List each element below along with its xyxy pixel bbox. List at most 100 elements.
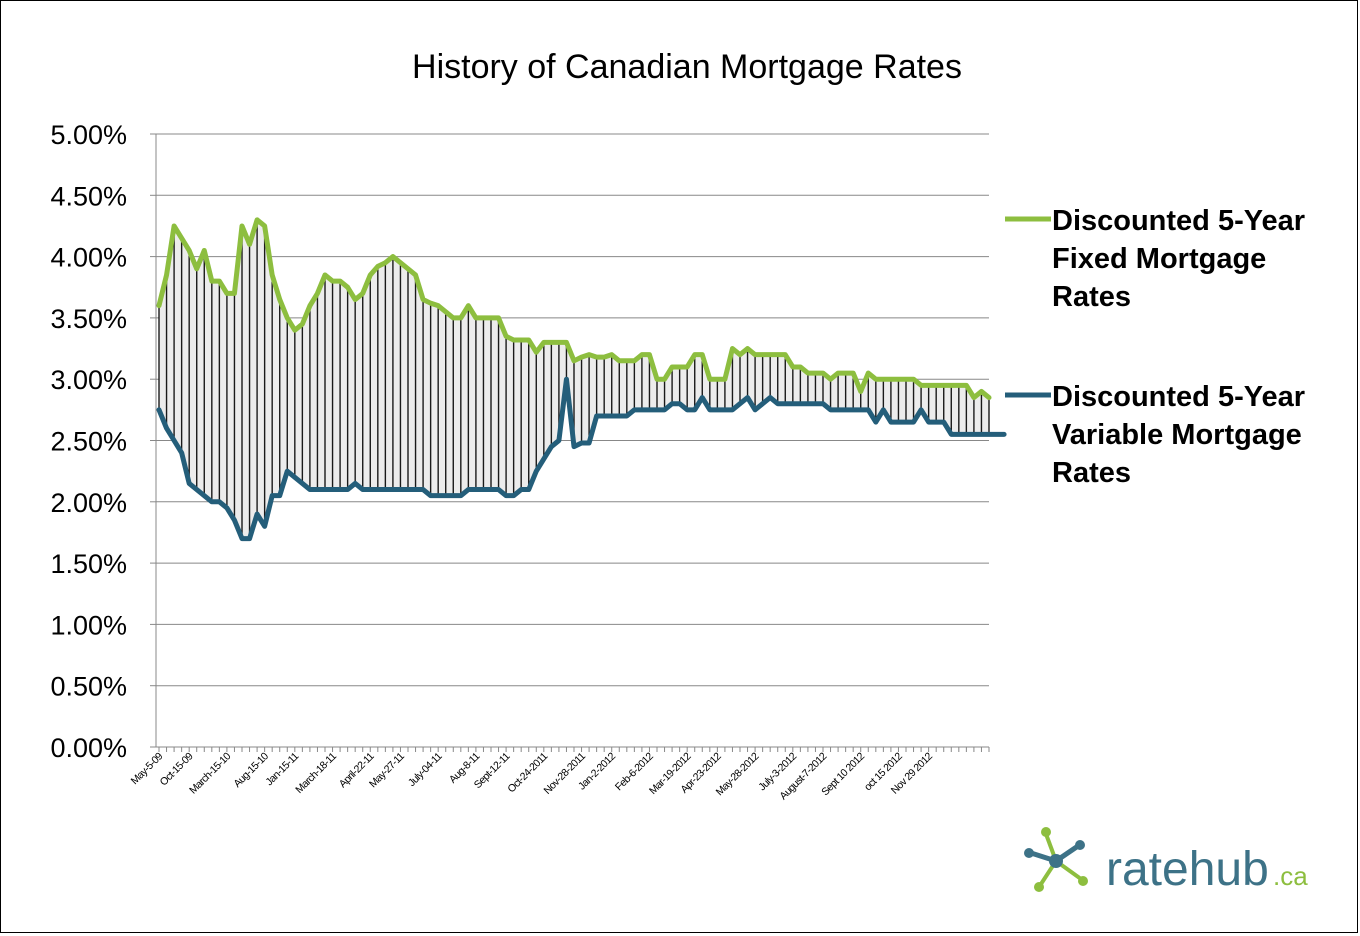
data-point-fixed — [293, 328, 297, 332]
data-point-fixed — [957, 383, 961, 387]
data-point-variable — [315, 487, 320, 492]
data-point-variable — [972, 432, 976, 436]
data-point-variable — [647, 408, 652, 412]
data-point-variable — [670, 402, 674, 406]
data-point-variable — [202, 494, 206, 498]
data-point-variable — [572, 445, 576, 449]
data-point-fixed — [406, 267, 410, 271]
data-point-variable — [730, 408, 735, 412]
data-point-fixed — [300, 322, 304, 326]
data-point-variable — [964, 432, 968, 436]
data-point-variable — [187, 481, 191, 486]
data-point-fixed — [346, 285, 350, 289]
data-point-fixed — [927, 383, 931, 387]
data-point-variable — [481, 487, 486, 492]
data-point-fixed — [987, 395, 991, 400]
data-point-variable — [708, 408, 712, 412]
data-point-variable — [844, 408, 848, 412]
data-point-fixed — [398, 261, 403, 265]
data-point-fixed — [972, 395, 976, 400]
data-point-variable — [451, 494, 455, 498]
data-point-fixed — [828, 377, 833, 381]
series-lines — [156, 217, 1007, 542]
data-point-variable — [361, 487, 365, 492]
data-point-fixed — [361, 291, 365, 295]
data-point-variable — [738, 402, 742, 406]
data-point-variable — [889, 420, 893, 424]
data-point-fixed — [217, 279, 221, 283]
data-point-fixed — [662, 377, 667, 381]
data-point-fixed — [270, 273, 274, 277]
data-point-variable — [398, 487, 403, 492]
data-point-variable — [406, 487, 410, 492]
data-point-fixed — [247, 242, 252, 246]
data-point-fixed — [761, 353, 765, 357]
data-point-variable — [489, 487, 493, 492]
data-point-fixed — [685, 365, 689, 369]
data-point-fixed — [527, 338, 531, 342]
data-point-variable — [383, 487, 387, 492]
data-point-fixed — [949, 383, 953, 387]
data-point-variable — [896, 420, 901, 424]
data-point-fixed — [602, 355, 606, 359]
x-tick-label: Oct-15-09 — [158, 750, 196, 788]
data-point-fixed — [323, 273, 327, 277]
data-point-variable — [195, 487, 199, 492]
data-point-fixed — [745, 346, 750, 351]
data-point-variable — [293, 475, 297, 479]
data-point-fixed — [451, 316, 455, 320]
data-point-variable — [164, 426, 169, 430]
data-point-variable — [595, 414, 599, 418]
data-point-fixed — [919, 383, 923, 387]
data-point-fixed — [874, 377, 878, 381]
data-point-fixed — [640, 353, 644, 357]
data-point-fixed — [338, 279, 342, 283]
data-point-fixed — [851, 371, 855, 375]
y-tick-label: 4.00% — [50, 243, 127, 273]
between-series-fill — [158, 219, 990, 539]
data-point-fixed — [466, 304, 470, 308]
y-tick-label: 0.00% — [50, 733, 127, 763]
data-point-fixed — [647, 353, 652, 357]
logo-molecule-icon — [1024, 827, 1088, 892]
data-point-fixed — [783, 353, 787, 357]
data-point-fixed — [202, 248, 206, 253]
data-point-variable — [270, 494, 274, 498]
data-point-variable — [828, 408, 833, 412]
data-point-fixed — [315, 291, 320, 295]
data-point-fixed — [210, 279, 214, 283]
data-point-variable — [338, 487, 342, 492]
data-point-fixed — [444, 310, 448, 314]
data-point-fixed — [474, 316, 478, 320]
data-point-variable — [821, 402, 825, 406]
legend-variable-line-3: Rates — [1052, 457, 1131, 489]
data-point-fixed — [798, 365, 802, 369]
ratehub-logo: ratehub .ca — [1024, 827, 1308, 896]
data-point-fixed — [496, 316, 501, 320]
data-point-variable — [745, 395, 750, 400]
data-point-variable — [376, 487, 380, 492]
data-point-variable — [806, 402, 810, 406]
data-point-fixed — [504, 334, 508, 338]
data-point-variable — [919, 408, 923, 412]
data-point-fixed — [836, 371, 840, 375]
data-point-fixed — [542, 340, 546, 345]
data-point-variable — [429, 494, 433, 498]
data-point-fixed — [429, 301, 433, 305]
legend-fixed-line-3: Rates — [1052, 281, 1131, 313]
data-point-fixed — [285, 316, 289, 320]
data-point-fixed — [715, 377, 719, 381]
data-point-fixed — [979, 389, 984, 394]
data-point-variable — [791, 402, 795, 406]
data-point-fixed — [391, 255, 395, 259]
data-point-variable — [927, 420, 931, 424]
data-point-variable — [768, 395, 772, 400]
x-tick-label: March-15-10 — [187, 750, 233, 796]
data-point-variable — [557, 438, 561, 443]
data-point-variable — [368, 487, 372, 492]
data-point-variable — [534, 469, 538, 473]
data-point-variable — [655, 408, 659, 412]
data-point-fixed — [255, 218, 259, 222]
data-point-fixed — [791, 365, 795, 369]
data-point-variable — [172, 438, 176, 443]
